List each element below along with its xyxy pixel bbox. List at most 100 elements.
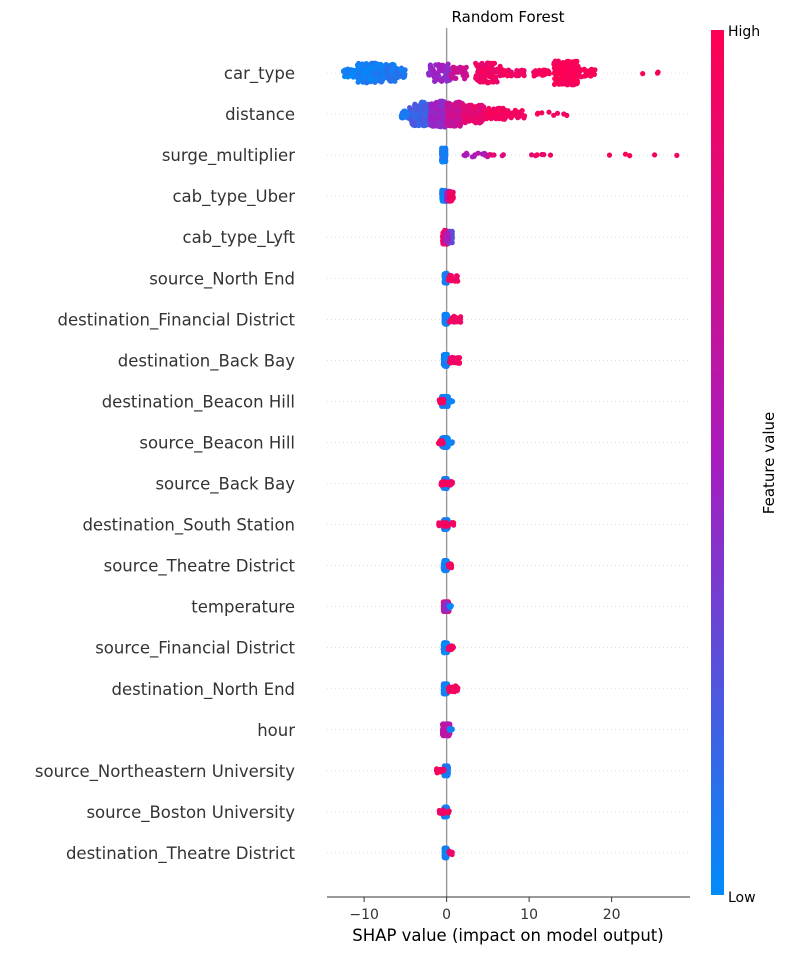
shap-point bbox=[448, 851, 454, 857]
shap-point bbox=[577, 66, 583, 73]
feature-label: cab_type_Lyft bbox=[183, 228, 296, 248]
shap-point bbox=[420, 99, 426, 105]
shap-point bbox=[588, 69, 594, 75]
shap-point bbox=[363, 68, 369, 74]
shap-point bbox=[466, 106, 472, 112]
shap-point bbox=[441, 523, 447, 529]
feature-points-destination_Financial District bbox=[441, 311, 464, 327]
shap-point bbox=[427, 115, 433, 122]
x-tick-label: 0 bbox=[442, 907, 451, 923]
feature-label: destination_Financial District bbox=[58, 310, 296, 330]
feature-points-surge_multiplier bbox=[439, 145, 680, 165]
shap-point bbox=[476, 107, 482, 113]
shap-point bbox=[446, 644, 452, 650]
feature-label: destination_North End bbox=[112, 680, 295, 700]
shap-point bbox=[450, 107, 456, 113]
feature-points-destination_Theatre District bbox=[441, 845, 455, 861]
shap-point bbox=[448, 276, 454, 282]
shap-point bbox=[444, 64, 450, 70]
shap-point bbox=[449, 398, 456, 404]
shap-point bbox=[469, 110, 475, 116]
shap-point bbox=[455, 105, 461, 111]
shap-point bbox=[361, 62, 367, 68]
shap-point bbox=[569, 71, 576, 77]
shap-point bbox=[420, 122, 426, 128]
shap-point bbox=[499, 153, 505, 159]
feature-label: temperature bbox=[191, 598, 295, 617]
shap-point bbox=[385, 71, 391, 78]
shap-point bbox=[458, 69, 464, 75]
shap-point bbox=[454, 65, 460, 71]
shap-point bbox=[491, 152, 497, 158]
feature-points-distance bbox=[398, 98, 570, 130]
shap-point bbox=[441, 320, 448, 326]
shap-point bbox=[397, 67, 404, 73]
shap-point bbox=[581, 73, 588, 79]
shap-point bbox=[574, 78, 581, 84]
shap-point bbox=[484, 116, 490, 122]
shap-point bbox=[378, 79, 384, 85]
colorbar-title: Feature value bbox=[760, 412, 778, 514]
shap-point bbox=[539, 151, 545, 158]
feature-label: source_Northeastern University bbox=[35, 762, 295, 782]
shap-point bbox=[438, 769, 444, 775]
shap-point bbox=[428, 109, 434, 115]
feature-label: source_Theatre District bbox=[104, 557, 296, 577]
shap-point bbox=[349, 72, 355, 78]
shap-point bbox=[355, 66, 361, 72]
shap-point bbox=[441, 724, 447, 730]
shap-point bbox=[502, 107, 508, 113]
shap-point bbox=[559, 60, 565, 66]
shap-point bbox=[627, 153, 633, 159]
shap-point bbox=[449, 195, 455, 201]
shap-point bbox=[451, 319, 457, 325]
shap-point bbox=[426, 70, 432, 76]
shap-point bbox=[562, 81, 568, 87]
shap-point bbox=[445, 685, 451, 691]
shap-point bbox=[359, 79, 365, 85]
feature-label: destination_South Station bbox=[82, 516, 295, 536]
feature-label: distance bbox=[225, 105, 295, 124]
shap-point bbox=[539, 110, 545, 116]
shap-point bbox=[443, 230, 450, 236]
shap-point bbox=[487, 65, 493, 71]
shap-point bbox=[606, 152, 613, 158]
feature-points-source_Beacon Hill bbox=[435, 434, 455, 450]
shap-point bbox=[674, 152, 680, 158]
shap-point bbox=[368, 64, 374, 71]
shap-point bbox=[482, 78, 488, 84]
shap-point bbox=[450, 114, 456, 120]
shap-point bbox=[494, 69, 500, 75]
shap-point bbox=[436, 62, 442, 68]
feature-points-source_Theatre District bbox=[440, 558, 455, 574]
shap-point bbox=[463, 117, 469, 123]
shap-point bbox=[587, 73, 594, 79]
shap-point bbox=[574, 58, 580, 64]
shap-point bbox=[546, 70, 552, 76]
shap-point bbox=[453, 75, 459, 81]
shap-point bbox=[436, 115, 442, 122]
shap-point bbox=[494, 107, 500, 113]
shap-point bbox=[468, 115, 474, 121]
feature-points-destination_North End bbox=[440, 681, 461, 697]
shap-point bbox=[432, 75, 438, 81]
shap-point bbox=[469, 154, 475, 160]
shap-point bbox=[442, 70, 448, 76]
x-axis-label: SHAP value (impact on model output) bbox=[352, 926, 663, 945]
feature-label: source_Back Bay bbox=[155, 475, 295, 495]
shap-point bbox=[552, 76, 558, 82]
shap-point bbox=[531, 69, 537, 75]
feature-points-destination_Beacon Hill bbox=[436, 393, 456, 409]
colorbar-high-label: High bbox=[728, 24, 760, 40]
shap-point bbox=[490, 79, 496, 85]
feature-label: surge_multiplier bbox=[162, 146, 295, 166]
feature-label: destination_Theatre District bbox=[66, 844, 296, 864]
shap-point bbox=[448, 562, 455, 569]
shap-point bbox=[460, 114, 466, 120]
shap-point bbox=[504, 73, 511, 79]
shap-point bbox=[398, 73, 404, 79]
feature-label: source_Boston University bbox=[86, 803, 295, 823]
shap-point bbox=[357, 73, 363, 79]
feature-label: destination_Beacon Hill bbox=[102, 392, 295, 412]
